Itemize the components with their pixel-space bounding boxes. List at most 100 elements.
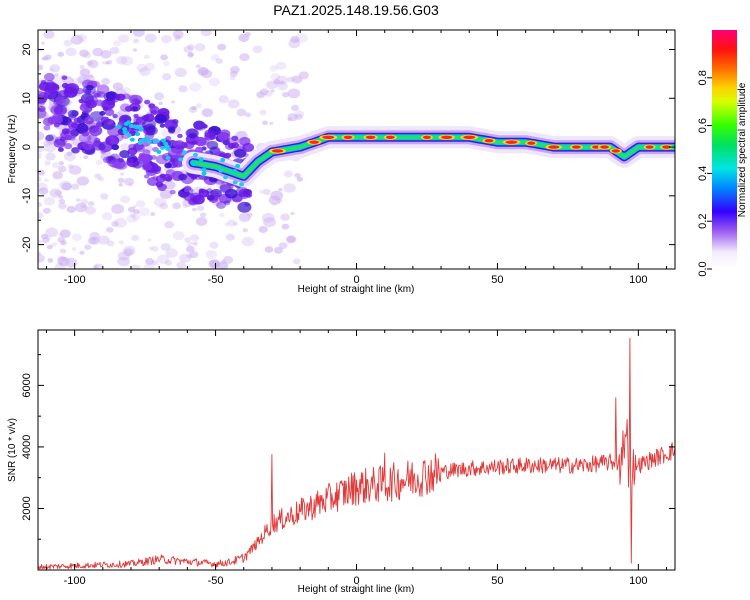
spectro-noise-blob <box>148 246 154 250</box>
spectro-noise-blob <box>209 77 221 87</box>
spectro-noise-blob <box>100 193 109 200</box>
spectro-noise-blob <box>264 246 274 253</box>
spectro-noise-blob <box>172 30 184 39</box>
spectro-noise-blob <box>66 205 76 213</box>
spectro-ridge-dot <box>135 124 141 129</box>
spectro-noise-blob <box>147 238 152 242</box>
spectro-noise-blob <box>287 88 301 99</box>
spectro-noise-blob <box>219 213 225 218</box>
spectro-noise-blob <box>93 263 104 269</box>
spectro-cloud-blob <box>183 140 195 150</box>
spectro-cloud-blob <box>107 125 122 137</box>
spectro-noise-blob <box>47 258 54 263</box>
spectro-noise-blob <box>126 214 138 223</box>
spectro-ridge-dot <box>116 124 122 129</box>
spectro-cloud-blob <box>119 150 130 159</box>
spectro-cloud-blob <box>127 147 138 156</box>
spectro-noise-blob <box>195 64 201 69</box>
spectro-noise-blob <box>252 45 263 54</box>
spectro-cloud-blob <box>185 128 198 138</box>
spectro-noise-blob <box>278 188 283 192</box>
spectro-noise-blob <box>44 178 49 182</box>
spectro-hot-red <box>662 145 671 149</box>
colorbar-tick-label: 0.4 <box>697 166 709 181</box>
spectro-noise-blob <box>59 248 67 254</box>
snr-panel: -100 -50 0 50 100 2000 4000 6000 Height of str… <box>7 329 676 595</box>
spectro-hot-red <box>527 141 536 145</box>
spectro-noise-blob <box>174 37 180 42</box>
spectro-cloud-blob <box>242 142 255 152</box>
spectro-hot-red <box>571 145 581 149</box>
spectro-noise-blob <box>190 188 196 193</box>
spectro-noise-blob <box>164 221 174 229</box>
spectro-noise-blob <box>210 54 220 61</box>
spectro-noise-blob <box>127 206 136 213</box>
x-tick-label: 0 <box>353 274 359 286</box>
spectro-noise-blob <box>71 233 82 242</box>
spectro-cloud-blob <box>165 176 173 182</box>
spectro-noise-blob <box>75 198 81 202</box>
spectro-noise-blob <box>285 235 296 244</box>
spectro-cloud-blob <box>127 158 134 164</box>
spectro-noise-blob <box>117 177 125 183</box>
spectro-ridge-dot <box>198 157 204 162</box>
spectro-noise-blob <box>151 260 159 266</box>
spectro-cloud-blob <box>169 189 176 195</box>
spectro-noise-blob <box>178 85 188 93</box>
spectro-noise-blob <box>281 91 290 98</box>
spectro-noise-blob <box>116 55 128 65</box>
spectro-noise-blob <box>41 237 50 244</box>
spectro-noise-blob <box>287 76 295 83</box>
spectro-noise-blob <box>161 34 172 44</box>
spectro-noise-blob <box>100 49 112 59</box>
spectro-noise-blob <box>200 30 212 37</box>
y-tick-label: 4000 <box>21 435 33 459</box>
spectro-cloud-blob <box>38 90 45 100</box>
spectro-noise-blob <box>38 131 45 141</box>
spectro-noise-blob <box>270 190 284 201</box>
snr-y-ticks: 2000 4000 6000 <box>21 354 675 540</box>
spectro-noise-blob <box>59 229 71 238</box>
spectro-hot-red <box>365 135 376 140</box>
spectro-cloud-blob <box>93 92 100 98</box>
spectro-noise-blob <box>87 59 99 69</box>
spectro-noise-blob <box>199 212 207 218</box>
spectro-cloud-blob <box>234 148 247 158</box>
spectro-noise-blob <box>38 182 48 192</box>
spectro-noise-blob <box>275 75 288 85</box>
spectro-hot-red <box>441 135 453 140</box>
snr-background <box>38 330 675 570</box>
spectro-ridge-dot <box>181 150 187 155</box>
y-tick-label: 2000 <box>21 496 33 520</box>
spectro-noise-blob <box>294 172 301 178</box>
spectro-cloud-blob <box>206 190 220 201</box>
spectro-cloud-blob <box>53 122 60 128</box>
spectro-noise-blob <box>192 207 197 212</box>
spectro-noise-blob <box>153 197 167 207</box>
spectro-noise-blob <box>123 248 134 257</box>
spectro-noise-blob <box>182 204 188 209</box>
spectro-noise-blob <box>278 242 288 250</box>
spectro-cloud-blob <box>159 123 166 128</box>
x-tick-label: -100 <box>64 575 86 587</box>
spectro-cloud-blob <box>70 128 80 137</box>
spectro-noise-blob <box>83 155 89 160</box>
spectro-noise-blob <box>283 170 293 178</box>
x-tick-label: 50 <box>491 274 503 286</box>
spectro-cloud-blob <box>45 134 54 142</box>
spectro-noise-blob <box>296 176 304 182</box>
spectro-noise-blob <box>43 140 51 147</box>
spectro-noise-blob <box>42 56 49 61</box>
spectro-noise-blob <box>54 190 62 196</box>
spectro-cloud-blob <box>103 91 116 102</box>
spectro-noise-blob <box>132 30 145 37</box>
spectro-cloud-blob <box>70 147 80 154</box>
spectro-cloud-blob <box>44 72 55 82</box>
spectro-noise-blob <box>118 240 125 245</box>
spectro-noise-blob <box>109 46 120 55</box>
spectro-cloud-blob <box>177 133 183 139</box>
spectro-noise-blob <box>273 79 281 85</box>
spectro-cloud-blob <box>237 201 252 213</box>
spectro-noise-blob <box>128 182 134 187</box>
